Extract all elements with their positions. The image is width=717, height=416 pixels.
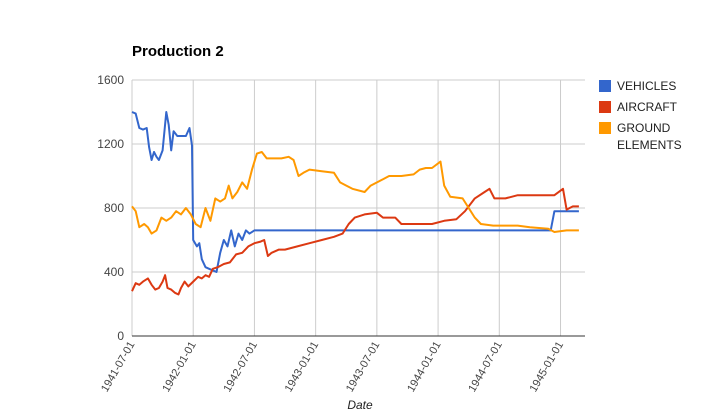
x-tick-label: 1942-01-01 — [160, 340, 199, 395]
legend-swatch-aircraft — [599, 101, 611, 113]
gridlines — [131, 79, 585, 337]
series-line-ground-elements — [131, 151, 579, 235]
legend-swatch-vehicles — [599, 80, 611, 92]
x-tick-label: 1943-01-01 — [283, 340, 322, 395]
x-tick-label: 1944-01-01 — [405, 340, 444, 395]
legend-swatch-ground-elements — [599, 122, 611, 134]
y-tick-label: 0 — [117, 329, 124, 343]
y-tick-label: 400 — [104, 265, 124, 279]
chart-title: Production 2 — [132, 43, 224, 60]
y-tick-label: 800 — [104, 201, 124, 215]
legend[interactable]: VEHICLES AIRCRAFT GROUND ELEMENTS — [599, 79, 682, 152]
x-axis-ticks: 1941-07-01 1942-01-01 1942-07-01 1943-01-01… — [99, 340, 566, 395]
series-line-vehicles — [131, 111, 579, 273]
x-tick-label: 1943-07-01 — [344, 340, 383, 395]
x-tick-label: 1941-07-01 — [99, 340, 138, 395]
legend-label-ground-elements[interactable]: GROUND ELEMENTS — [617, 121, 682, 152]
y-axis-ticks: 0 400 800 1200 1600 — [97, 73, 124, 343]
series-line-aircraft — [131, 187, 579, 296]
legend-label-aircraft[interactable]: AIRCRAFT — [617, 100, 678, 114]
series-lines — [131, 111, 579, 296]
x-axis-label: Date — [347, 398, 373, 412]
y-tick-label: 1600 — [97, 73, 124, 87]
legend-label-vehicles[interactable]: VEHICLES — [617, 79, 676, 93]
y-tick-label: 1200 — [97, 137, 124, 151]
x-tick-label: 1944-07-01 — [466, 340, 505, 395]
x-tick-label: 1945-01-01 — [528, 340, 567, 395]
x-tick-label: 1942-07-01 — [221, 340, 260, 395]
